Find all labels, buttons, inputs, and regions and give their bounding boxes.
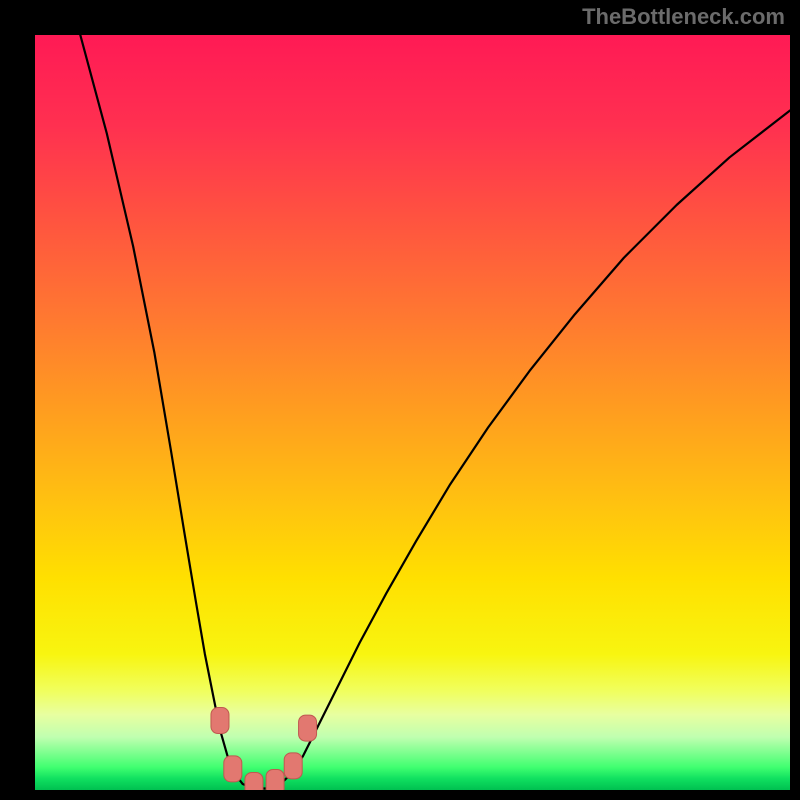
chart-container: TheBottleneck.com: [0, 0, 800, 800]
data-marker: [299, 715, 317, 741]
curve-layer: [35, 35, 790, 790]
curve-markers: [211, 708, 317, 790]
data-marker: [211, 708, 229, 734]
data-marker: [245, 772, 263, 790]
watermark-text: TheBottleneck.com: [582, 4, 785, 30]
data-marker: [284, 753, 302, 779]
data-marker: [224, 756, 242, 782]
v-curve: [80, 35, 790, 788]
data-marker: [266, 769, 284, 790]
plot-area: [35, 35, 790, 790]
